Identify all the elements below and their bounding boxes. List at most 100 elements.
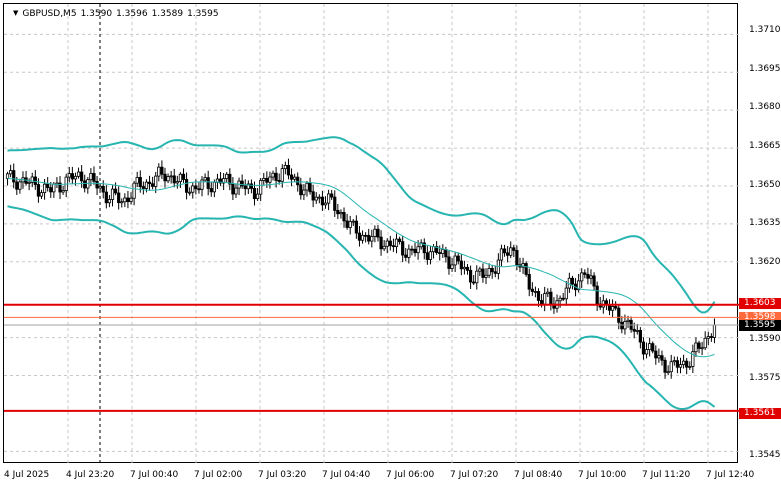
level-tag: 1.3598	[739, 312, 781, 323]
candle-body	[697, 342, 701, 349]
candle-body	[367, 234, 371, 242]
candle-body	[382, 245, 386, 250]
candle-body	[339, 212, 343, 215]
candle-body	[660, 355, 664, 361]
time-label: 7 Jul 10:00	[578, 470, 627, 480]
candle-body	[635, 330, 639, 332]
candle-body	[120, 201, 124, 204]
candle-body	[225, 173, 229, 179]
time-label: 7 Jul 04:40	[322, 470, 371, 480]
candle-body	[209, 188, 213, 193]
candle-body	[453, 255, 457, 266]
candle-body	[546, 291, 550, 295]
candle-body	[314, 196, 318, 201]
candle-body	[512, 247, 516, 251]
candle-body	[154, 175, 158, 187]
candle-body	[323, 202, 328, 206]
candle-body	[422, 242, 426, 254]
candle-body	[570, 277, 575, 285]
candle-body	[101, 185, 105, 193]
price-chart[interactable]	[4, 4, 739, 464]
candle-body	[212, 181, 216, 193]
candle-body	[499, 248, 504, 261]
candle-body	[265, 177, 269, 183]
candle-body	[52, 183, 56, 193]
candle-body	[203, 177, 207, 181]
candle-body	[564, 287, 568, 300]
candle-body	[681, 360, 686, 366]
candle-body	[441, 249, 445, 254]
candle-body	[104, 191, 108, 204]
candle-body	[632, 328, 636, 332]
candle-body	[561, 297, 565, 300]
candle-body	[425, 252, 429, 260]
candle-body	[688, 366, 692, 368]
candle-body	[456, 255, 460, 262]
candle-body	[240, 180, 244, 187]
candle-body	[342, 212, 346, 222]
candle-body	[49, 187, 53, 193]
candle-body	[218, 178, 223, 184]
candle-body	[262, 177, 266, 181]
candle-body	[166, 176, 170, 182]
candle-body	[515, 250, 519, 266]
candle-body	[438, 252, 442, 254]
candle-body	[530, 288, 534, 292]
candle-body	[444, 249, 448, 258]
candle-body	[246, 183, 250, 190]
candle-body	[416, 246, 420, 254]
low-value: 1.3589	[151, 9, 184, 19]
candle-body	[289, 174, 294, 180]
price-label: 1.3575	[749, 373, 781, 383]
chart-window[interactable]: ▼ GBPUSD,M5 1.3590 1.3596 1.3589 1.3595	[3, 3, 739, 464]
candle-body	[194, 185, 198, 190]
candle-body	[169, 175, 173, 178]
candle-body	[706, 336, 710, 339]
candle-body	[459, 260, 463, 270]
time-label: 4 Jul 23:20	[66, 470, 115, 480]
candle-body	[539, 300, 544, 305]
candle-body	[354, 220, 358, 234]
time-label: 7 Jul 11:20	[642, 470, 691, 480]
candle-body	[252, 188, 257, 200]
candle-body	[487, 268, 491, 276]
candle-body	[509, 247, 513, 256]
candle-body	[394, 238, 399, 248]
candle-body	[654, 350, 658, 359]
candle-body	[110, 188, 115, 200]
candle-body	[18, 181, 22, 190]
price-label: 1.3665	[749, 141, 781, 151]
candle-body	[206, 177, 210, 189]
candle-body	[558, 297, 562, 302]
candle-body	[586, 273, 590, 279]
time-label: 4 Jul 2025	[4, 470, 50, 480]
candle-body	[490, 268, 494, 273]
candle-body	[333, 196, 337, 211]
candle-body	[107, 199, 112, 204]
candle-body	[536, 291, 541, 301]
candle-body	[151, 183, 155, 187]
candle-body	[351, 220, 355, 223]
candle-body	[98, 185, 102, 189]
candle-body	[428, 251, 433, 260]
candle-body	[583, 272, 587, 275]
open-value: 1.3590	[80, 9, 113, 19]
candle-body	[712, 324, 717, 338]
time-label: 7 Jul 03:20	[258, 470, 307, 480]
symbol-name: GBPUSD,M5	[22, 9, 77, 19]
candle-body	[175, 181, 179, 184]
candle-body	[163, 173, 167, 182]
level-tag: 1.3561	[739, 408, 781, 419]
candle-body	[595, 285, 599, 305]
candle-body	[255, 193, 260, 200]
candle-body	[663, 359, 667, 373]
candle-body	[614, 306, 618, 309]
candle-body	[293, 176, 297, 180]
triangle-down-icon[interactable]: ▼	[13, 9, 19, 17]
candle-body	[144, 181, 149, 189]
candle-body	[478, 268, 482, 272]
candle-body	[543, 293, 547, 305]
candle-body	[651, 343, 655, 352]
candle-body	[330, 193, 334, 198]
price-label: 1.3680	[749, 102, 781, 112]
